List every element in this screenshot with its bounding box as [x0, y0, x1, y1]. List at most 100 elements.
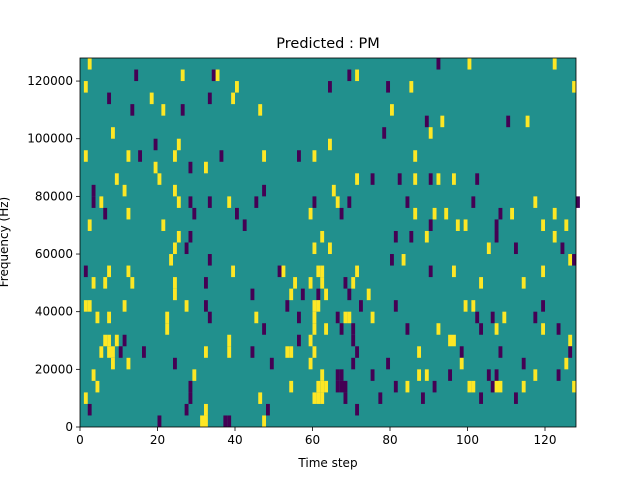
heatmap-cell — [463, 219, 468, 231]
y-tick-label: 0 — [65, 420, 73, 434]
heatmap-cell — [297, 311, 301, 324]
heatmap-cell — [316, 265, 321, 278]
heatmap-cell — [262, 415, 267, 427]
heatmap-cell — [355, 69, 360, 82]
heatmap-cell — [393, 380, 398, 393]
heatmap-cell — [386, 81, 391, 93]
heatmap-cell — [448, 369, 453, 381]
heatmap-cell — [107, 334, 112, 347]
x-tick-label: 0 — [76, 433, 84, 447]
heatmap-cell — [308, 334, 313, 347]
heatmap-cell — [184, 403, 189, 416]
heatmap-cell — [254, 196, 259, 208]
heatmap-cell — [180, 69, 185, 82]
heatmap-cell — [91, 196, 96, 208]
heatmap-cell — [386, 357, 391, 370]
heatmap-cell — [343, 311, 348, 324]
heatmap-cell — [370, 311, 375, 324]
heatmap-cell — [351, 334, 356, 347]
heatmap-cell — [390, 254, 394, 266]
heatmap-cell — [552, 207, 557, 220]
heatmap-cell — [130, 104, 135, 116]
heatmap-cell — [533, 311, 538, 324]
heatmap-cell — [219, 150, 224, 162]
heatmap-cell — [320, 369, 325, 381]
heatmap-cell — [227, 415, 232, 427]
heatmap-cell — [235, 207, 239, 220]
heatmap-cell — [165, 311, 170, 324]
heatmap-cell — [95, 380, 100, 393]
heatmap-plot-area — [80, 58, 580, 427]
heatmap-cell — [351, 357, 356, 370]
heatmap-cell — [87, 403, 92, 416]
heatmap-cell — [521, 357, 526, 370]
heatmap-cell — [312, 150, 317, 162]
y-tick-label: 120000 — [27, 74, 73, 88]
heatmap-cell — [114, 334, 119, 347]
heatmap-cell — [122, 334, 127, 347]
heatmap-cell — [277, 265, 282, 278]
heatmap-cell — [452, 334, 456, 347]
heatmap-cell — [157, 173, 162, 185]
heatmap-cell — [83, 150, 88, 162]
heatmap-cell — [490, 380, 495, 393]
heatmap-cell — [351, 323, 356, 335]
heatmap-cell — [207, 254, 212, 266]
heatmap-cell — [107, 311, 112, 324]
heatmap-cell — [455, 219, 460, 231]
heatmap-cell — [254, 311, 259, 324]
heatmap-cell — [521, 380, 526, 393]
heatmap-cell — [258, 104, 263, 116]
heatmap-cell — [87, 219, 92, 231]
heatmap-cell — [312, 392, 317, 404]
heatmap-cell — [308, 277, 313, 289]
heatmap-cell — [192, 207, 197, 220]
heatmap-cell — [498, 207, 503, 220]
heatmap-cell — [173, 288, 177, 301]
heatmap-cell — [424, 115, 429, 128]
heatmap-cell — [188, 230, 193, 243]
heatmap-cell — [308, 357, 313, 370]
heatmap-cell — [452, 173, 456, 185]
heatmap-cell — [312, 311, 317, 324]
heatmap-cell — [467, 380, 472, 393]
heatmap-cell — [541, 323, 546, 335]
heatmap-cell — [184, 242, 189, 255]
heatmap-cell — [173, 150, 177, 162]
heatmap-cell — [335, 196, 340, 208]
heatmap-cell — [335, 380, 340, 393]
heatmap-cell — [568, 254, 573, 266]
heatmap-cell — [448, 334, 453, 347]
heatmap-cell — [207, 92, 212, 105]
heatmap-cell — [328, 81, 332, 93]
heatmap-cell — [428, 173, 433, 185]
heatmap-cell — [355, 265, 360, 278]
heatmap-cell — [149, 92, 154, 105]
heatmap-cell — [324, 380, 329, 393]
heatmap-cell — [87, 300, 92, 312]
y-tick-label: 40000 — [35, 305, 73, 319]
y-axis-label: Frequency (Hz) — [0, 197, 11, 288]
heatmap-cell — [401, 254, 406, 266]
heatmap-cell — [126, 357, 131, 370]
x-tick-label: 80 — [382, 433, 397, 447]
heatmap-cell — [312, 242, 317, 255]
heatmap-cell — [87, 58, 92, 70]
heatmap-cell — [405, 196, 410, 208]
heatmap-cell — [428, 219, 433, 231]
heatmap-cell — [471, 380, 476, 393]
heatmap-cell — [320, 380, 325, 393]
heatmap-cell — [324, 323, 329, 335]
heatmap-cell — [436, 323, 441, 335]
heatmap-cell — [99, 196, 104, 208]
heatmap-cell — [328, 138, 332, 151]
heatmap-cell — [494, 219, 499, 231]
heatmap-cell — [204, 161, 208, 174]
heatmap-cell — [235, 81, 239, 93]
heatmap-cell — [99, 346, 104, 358]
heatmap-cell — [227, 346, 232, 358]
heatmap-cell — [161, 219, 166, 231]
heatmap-cell — [397, 173, 402, 185]
heatmap-cell — [475, 311, 480, 324]
